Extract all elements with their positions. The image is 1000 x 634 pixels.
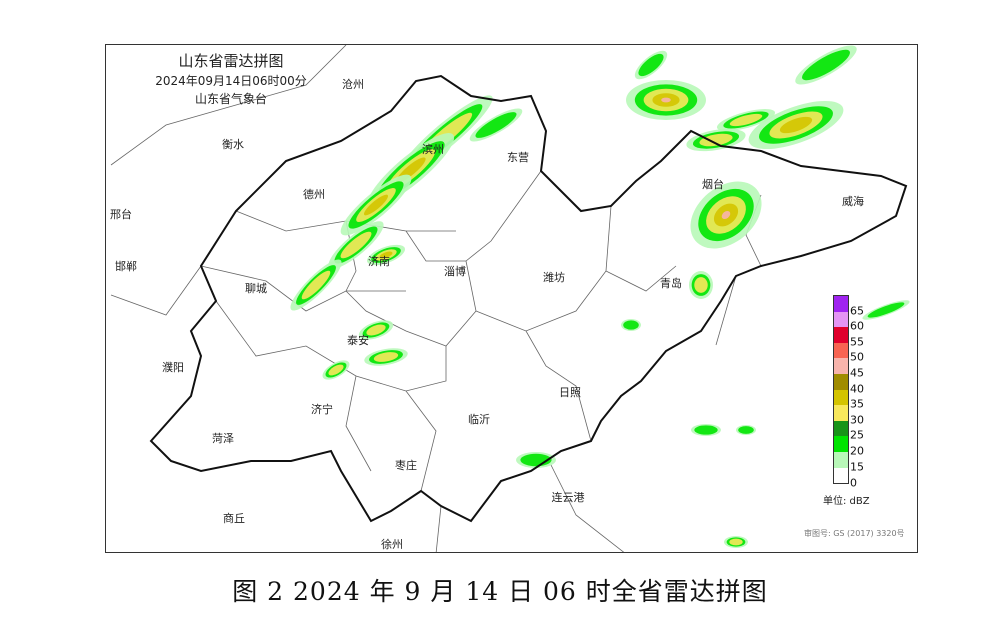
legend-swatch	[834, 467, 848, 484]
radar-echo	[716, 109, 776, 131]
legend-swatch	[834, 358, 848, 374]
legend-swatch	[834, 373, 848, 390]
city-label: 泰安	[347, 334, 369, 347]
radar-echo	[634, 50, 668, 80]
city-label: 商丘	[223, 512, 245, 525]
radar-echo	[724, 536, 748, 548]
legend-swatch	[834, 311, 848, 328]
city-label: 邯郸	[115, 260, 137, 273]
city-label: 滨州	[422, 143, 444, 156]
city-label: 衡水	[222, 138, 244, 151]
boundary-line	[345, 260, 477, 347]
radar-echo	[795, 45, 857, 85]
map-title: 山东省雷达拼图	[178, 52, 284, 70]
radar-echo	[689, 271, 713, 299]
boundary-line	[550, 464, 625, 552]
legend-label: 30	[850, 413, 864, 427]
legend-swatch	[834, 405, 848, 421]
radar-echo	[748, 100, 844, 150]
city-label: 威海	[842, 195, 864, 208]
legend-label: 20	[850, 444, 864, 458]
radar-echoes	[290, 45, 910, 548]
legend-swatch	[834, 436, 848, 452]
boundary-line	[110, 265, 202, 316]
radar-echo	[358, 320, 394, 340]
city-label: 连云港	[551, 491, 585, 504]
city-label: 临沂	[468, 413, 490, 426]
radar-echo	[690, 181, 762, 249]
city-label: 邢台	[110, 208, 132, 221]
radar-echo	[686, 128, 746, 152]
radar-echo	[626, 80, 706, 120]
prefecture-boundaries	[110, 45, 762, 552]
legend-swatch	[834, 327, 848, 343]
map-agency: 山东省气象台	[194, 92, 267, 106]
boundary-line	[200, 265, 406, 312]
legend-swatch	[834, 389, 848, 406]
radar-echo	[862, 300, 910, 320]
boundary-line	[405, 170, 542, 262]
radar-echo	[322, 360, 350, 380]
legend-swatch	[834, 342, 848, 359]
legend-swatch	[834, 420, 848, 437]
map-canvas	[110, 45, 910, 552]
boundary-line	[435, 505, 442, 552]
legend-label: 65	[850, 304, 864, 318]
city-label: 枣庄	[395, 459, 417, 472]
boundary-line	[345, 375, 372, 472]
boundary-line	[405, 390, 437, 492]
city-label: 潍坊	[543, 271, 565, 284]
legend-label: 40	[850, 382, 864, 396]
city-label: 沧州	[342, 78, 364, 91]
boundary-line	[110, 45, 347, 166]
city-label: 徐州	[381, 538, 403, 551]
map-approval-number: 审图号: GS (2017) 3320号	[804, 529, 905, 538]
city-label: 烟台	[702, 178, 724, 191]
legend-swatch	[834, 451, 848, 468]
city-label: 菏泽	[212, 432, 234, 445]
boundary-line	[525, 330, 592, 442]
legend-unit: 单位: dBZ	[823, 496, 870, 507]
boundary-line	[475, 205, 612, 332]
radar-echo	[340, 174, 412, 236]
legend-label: 45	[850, 366, 864, 380]
map-timestamp: 2024年09月14日06时00分	[155, 74, 307, 88]
shandong-province-outline	[149, 74, 908, 523]
legend-color-bar	[833, 295, 849, 485]
radar-map: 山东省雷达拼图 2024年09月14日06时00分 山东省气象台 沧州衡水德州 滨…	[105, 44, 918, 553]
boundary-line	[715, 275, 737, 346]
city-label: 德州	[303, 188, 325, 201]
radar-echo	[364, 348, 408, 366]
city-label: 济宁	[311, 403, 333, 416]
boundary-line	[605, 265, 677, 292]
radar-echo	[691, 424, 721, 436]
legend-label: 0	[850, 476, 857, 490]
city-label: 青岛	[660, 277, 682, 290]
radar-echo	[328, 221, 384, 269]
city-label: 聊城	[245, 282, 267, 295]
city-label: 淄博	[444, 265, 466, 278]
legend-label: 55	[850, 335, 864, 349]
radar-echo	[516, 452, 556, 468]
city-label: 濮阳	[162, 361, 184, 374]
legend-label: 35	[850, 397, 864, 411]
legend-label: 25	[850, 428, 864, 442]
legend-label: 60	[850, 319, 864, 333]
legend-label: 50	[850, 350, 864, 364]
radar-echo	[367, 244, 405, 266]
city-label: 日照	[559, 386, 581, 399]
legend-label: 15	[850, 460, 864, 474]
legend-swatch	[834, 296, 848, 312]
city-label: 东营	[507, 151, 529, 164]
radar-echo	[621, 319, 641, 331]
radar-echo	[736, 425, 756, 435]
city-label: 济南	[368, 255, 390, 268]
radar-echo	[469, 108, 523, 142]
figure-caption: 图 2 2024 年 9 月 14 日 06 时全省雷达拼图	[232, 577, 768, 606]
radar-echo	[290, 259, 342, 311]
